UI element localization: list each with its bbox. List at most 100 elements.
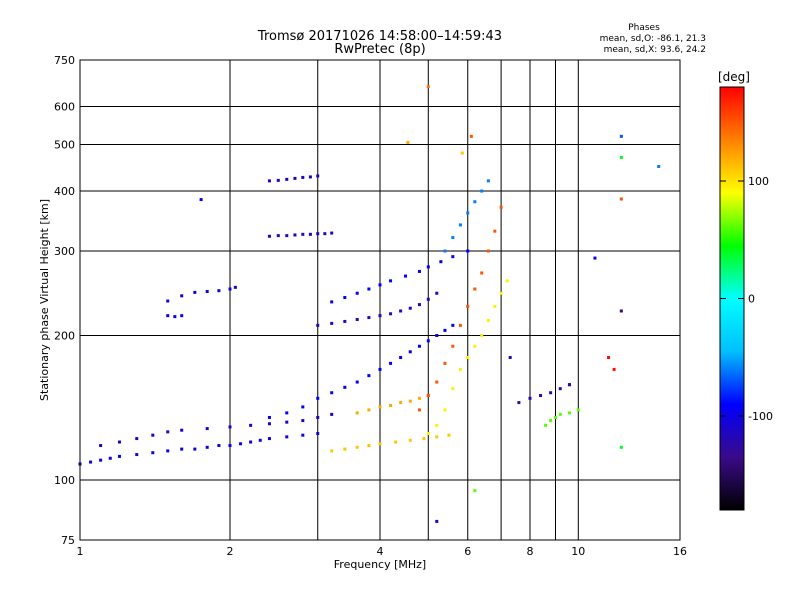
data-point xyxy=(285,420,289,424)
data-point xyxy=(316,396,320,400)
data-point xyxy=(205,445,209,449)
data-point xyxy=(389,361,393,365)
data-point xyxy=(249,440,253,444)
data-point xyxy=(355,445,359,449)
data-point xyxy=(480,334,484,338)
data-point xyxy=(486,179,490,183)
isolated-point xyxy=(619,309,623,313)
data-point xyxy=(343,447,347,451)
data-point xyxy=(378,314,382,318)
plot-frame xyxy=(79,59,681,541)
data-point xyxy=(205,427,209,431)
data-point xyxy=(367,316,371,320)
data-point xyxy=(166,449,170,453)
data-point xyxy=(308,175,312,179)
x-tick-label: 16 xyxy=(673,545,687,558)
isolated-point xyxy=(607,355,611,359)
data-point xyxy=(330,231,334,235)
axis-ticks: 1 2 4 6 8 10 16 75 100 200 300 400 500 600 750 xyxy=(54,54,687,558)
data-point xyxy=(378,442,382,446)
data-point xyxy=(443,249,447,253)
data-point xyxy=(330,300,334,304)
data-point xyxy=(180,428,184,432)
data-point xyxy=(367,444,371,448)
isolated-point xyxy=(567,383,571,387)
data-point xyxy=(316,432,320,436)
data-point xyxy=(378,405,382,409)
isolated-point xyxy=(460,151,464,155)
data-point xyxy=(408,350,412,354)
data-point xyxy=(435,380,439,384)
data-point xyxy=(417,396,421,400)
data-point xyxy=(301,433,305,437)
x-tick-label: 6 xyxy=(464,545,471,558)
data-point xyxy=(480,271,484,275)
x-tick-label: 10 xyxy=(571,545,585,558)
data-point xyxy=(558,387,562,391)
data-point xyxy=(355,291,359,295)
data-point xyxy=(499,291,503,295)
chart-title: Tromsø 20171026 14:58:00–14:59:43 xyxy=(257,29,502,44)
data-point xyxy=(316,323,320,327)
data-point xyxy=(426,265,430,269)
data-point xyxy=(451,323,455,327)
x-tick-label: 2 xyxy=(227,545,234,558)
data-point xyxy=(180,447,184,451)
data-point xyxy=(343,385,347,389)
data-point xyxy=(466,355,470,359)
data-point xyxy=(316,232,320,236)
data-point xyxy=(426,297,430,301)
data-point xyxy=(166,314,170,318)
chart-subtitle: RwPretec (8p) xyxy=(334,42,425,57)
data-point xyxy=(267,234,271,238)
data-point xyxy=(389,279,393,283)
y-tick-label: 400 xyxy=(54,185,75,198)
data-point xyxy=(228,444,232,448)
data-point xyxy=(439,260,443,264)
data-point xyxy=(308,232,312,236)
data-point xyxy=(249,423,253,427)
data-point xyxy=(343,319,347,323)
data-point xyxy=(435,334,439,338)
data-point xyxy=(180,294,184,298)
data-point xyxy=(316,174,320,178)
colorbar-tick-label: 0 xyxy=(748,293,755,306)
data-point xyxy=(389,403,393,407)
colorbar-ticks: 100 0 -100 xyxy=(720,175,773,423)
data-point xyxy=(408,306,412,310)
data-point xyxy=(285,177,289,181)
data-point xyxy=(276,178,280,182)
data-points xyxy=(78,85,661,523)
data-point xyxy=(558,412,562,416)
data-point xyxy=(435,435,439,439)
data-point xyxy=(258,438,262,442)
data-point xyxy=(316,415,320,419)
data-point xyxy=(417,269,421,273)
isolated-point xyxy=(469,134,473,138)
data-point xyxy=(451,255,455,259)
phases-title: Phases xyxy=(628,23,660,33)
data-point xyxy=(151,433,155,437)
data-point xyxy=(343,296,347,300)
isolated-point xyxy=(199,198,203,202)
data-point xyxy=(173,315,177,319)
data-point xyxy=(435,423,439,427)
data-point xyxy=(228,287,232,291)
data-point xyxy=(293,176,297,180)
isolated-point xyxy=(619,197,623,201)
data-point xyxy=(517,401,521,405)
data-point xyxy=(466,304,470,308)
isolated-point xyxy=(657,164,661,168)
data-point xyxy=(399,355,403,359)
data-point xyxy=(399,401,403,405)
x-tick-label: 4 xyxy=(377,545,384,558)
data-point xyxy=(466,249,470,253)
data-point xyxy=(480,189,484,193)
data-point xyxy=(330,391,334,395)
x-axis-label: Frequency [MHz] xyxy=(334,558,426,571)
data-point xyxy=(443,361,447,365)
data-point xyxy=(493,229,497,233)
data-point xyxy=(99,458,103,462)
data-point xyxy=(301,405,305,409)
isolated-point xyxy=(619,155,623,159)
